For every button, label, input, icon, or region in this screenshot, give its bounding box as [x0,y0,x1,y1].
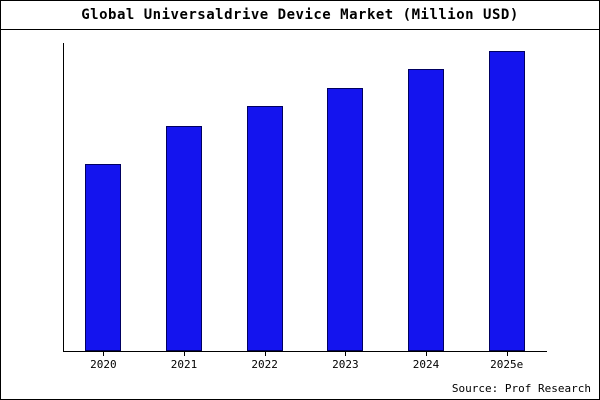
x-tick [426,352,427,356]
bar-2024 [408,69,444,351]
x-tick-label-2023: 2023 [332,358,359,371]
bar-2020 [85,164,122,351]
bar-2023 [327,88,364,351]
bar-2022 [246,106,283,351]
y-axis-line [63,43,64,352]
x-tick-label-2022: 2022 [251,358,278,371]
x-tick [184,352,185,356]
bar-2021 [166,126,202,351]
x-tick [264,352,266,356]
bar-2025e [488,51,525,351]
x-tick [506,352,508,356]
x-tick-label-2020: 2020 [90,358,117,371]
x-tick [345,352,347,356]
x-tick-label-2021: 2021 [170,358,198,371]
x-axis-line [63,351,547,352]
chart-title-bar: Global Universaldrive Device Market (Mil… [1,1,599,30]
source-attribution: Source: Prof Research [451,382,591,395]
x-tick [103,352,105,356]
chart-title: Global Universaldrive Device Market (Mil… [81,7,519,23]
x-tick-label-2025e: 2025e [490,358,524,371]
x-tick-label-2024: 2024 [412,358,440,371]
